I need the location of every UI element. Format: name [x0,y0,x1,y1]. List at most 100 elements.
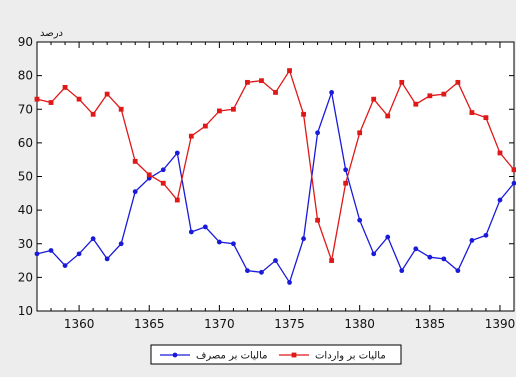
data-point [343,167,349,173]
data-point [188,133,194,139]
data-point [62,84,68,90]
data-point [455,268,461,274]
series-1 [34,68,516,264]
data-point [301,236,306,242]
y-axis: 10 20 30 40 50 60 70 80 90 [18,35,514,318]
x-tick-label: 1365 [134,317,165,331]
y-tick-label: 50 [18,170,33,184]
data-point [371,96,377,102]
data-point [287,68,292,73]
data-point [259,269,264,275]
data-point [62,263,68,269]
data-point [245,268,250,274]
data-point [160,167,166,173]
data-point [413,101,419,107]
x-tick-label: 1370 [204,317,235,331]
data-point [118,241,124,247]
data-point [90,236,96,242]
data-point [104,91,110,97]
legend: مالیات بر مصرف مالیات بر واردات [150,344,402,365]
data-point [118,106,124,112]
data-point [188,229,194,235]
x-tick-label: 1360 [64,317,95,331]
data-point [497,150,503,156]
data-point [287,280,292,285]
data-point [483,115,489,121]
data-point [413,246,419,252]
data-point [76,251,82,257]
data-point [273,90,278,95]
data-point [34,251,40,257]
series-0 [34,89,516,285]
data-point [469,237,475,243]
data-point [34,96,40,102]
data-point [371,251,377,257]
data-point [343,180,349,186]
data-point [469,110,475,116]
data-point [455,79,461,85]
data-point [231,106,236,112]
data-point [427,93,433,99]
data-point [202,123,208,129]
data-point [90,111,96,117]
data-point [315,130,320,136]
data-point [146,172,152,178]
data-point [132,158,138,164]
x-axis: 1360 1365 1370 1375 1380 1385 1390 [36,42,516,331]
data-point [511,180,516,186]
data-point [427,254,433,260]
data-point [385,113,391,119]
legend-marker [291,352,297,358]
data-point [357,217,363,223]
x-tick-label: 1380 [344,317,375,331]
data-point [385,234,391,240]
y-axis-title: درصد [40,28,63,39]
data-point [441,91,447,97]
data-point [441,256,447,262]
plot-area [36,41,515,312]
data-point [174,150,180,156]
data-point [48,248,54,253]
data-point [399,268,405,274]
y-tick-label: 70 [18,102,33,116]
data-point [245,79,250,85]
data-point [202,224,208,230]
x-tick-label: 1385 [415,317,446,331]
data-point [497,197,503,203]
legend-label: مالیات بر مصرف [196,351,268,362]
y-tick-label: 10 [18,304,33,318]
y-tick-label: 30 [18,237,33,251]
data-point [511,167,516,173]
y-tick-label: 90 [18,35,33,49]
data-point [48,100,54,105]
data-point [174,197,180,203]
y-tick-label: 60 [18,136,33,150]
data-point [301,111,306,117]
legend-label: مالیات بر واردات [315,351,386,362]
data-point [132,189,138,195]
y-tick-label: 40 [18,203,33,217]
legend-marker [172,352,178,358]
data-point [329,258,335,263]
data-point [399,79,405,85]
data-point [357,130,363,136]
data-point [273,258,278,263]
data-point [216,108,222,114]
y-tick-label: 20 [18,270,33,284]
y-tick-label: 80 [18,69,33,83]
data-point [259,78,264,84]
data-point [76,96,82,102]
legend-item: مالیات بر واردات [279,351,386,362]
x-tick-label: 1390 [485,317,516,331]
data-point [483,232,489,238]
data-point [160,180,166,186]
data-point [216,239,222,245]
data-point [231,241,236,247]
data-point [315,217,320,223]
data-point [329,90,335,95]
x-tick-label: 1375 [274,317,305,331]
legend-item: مالیات بر مصرف [160,351,268,362]
data-point [104,256,110,262]
series-layer [34,68,516,285]
